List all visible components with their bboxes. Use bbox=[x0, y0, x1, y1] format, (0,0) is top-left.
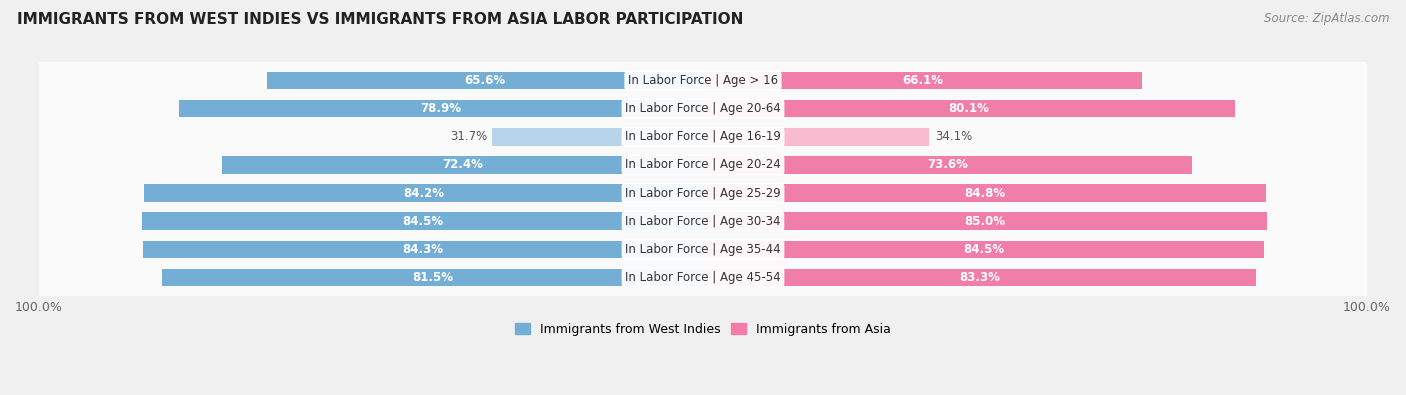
FancyBboxPatch shape bbox=[37, 132, 1369, 198]
Text: In Labor Force | Age 20-24: In Labor Force | Age 20-24 bbox=[626, 158, 780, 171]
Bar bbox=[222, 156, 703, 174]
Text: Source: ZipAtlas.com: Source: ZipAtlas.com bbox=[1264, 12, 1389, 25]
Bar bbox=[492, 128, 703, 146]
Bar bbox=[703, 241, 1264, 258]
Bar bbox=[703, 100, 1234, 117]
Text: 78.9%: 78.9% bbox=[420, 102, 461, 115]
FancyBboxPatch shape bbox=[37, 216, 1369, 283]
FancyBboxPatch shape bbox=[37, 160, 1369, 226]
FancyBboxPatch shape bbox=[37, 188, 1369, 254]
Text: 72.4%: 72.4% bbox=[441, 158, 484, 171]
Bar bbox=[703, 128, 929, 146]
Text: 84.3%: 84.3% bbox=[402, 243, 444, 256]
Text: 84.2%: 84.2% bbox=[404, 186, 444, 199]
FancyBboxPatch shape bbox=[37, 131, 1369, 199]
Text: 83.3%: 83.3% bbox=[959, 271, 1000, 284]
Text: 66.1%: 66.1% bbox=[903, 74, 943, 87]
Text: 80.1%: 80.1% bbox=[949, 102, 990, 115]
FancyBboxPatch shape bbox=[37, 188, 1369, 255]
FancyBboxPatch shape bbox=[37, 75, 1369, 142]
Bar bbox=[703, 184, 1267, 202]
Bar bbox=[703, 72, 1142, 89]
Text: IMMIGRANTS FROM WEST INDIES VS IMMIGRANTS FROM ASIA LABOR PARTICIPATION: IMMIGRANTS FROM WEST INDIES VS IMMIGRANT… bbox=[17, 12, 744, 27]
Text: 31.7%: 31.7% bbox=[450, 130, 488, 143]
Text: 84.5%: 84.5% bbox=[963, 243, 1004, 256]
Text: In Labor Force | Age > 16: In Labor Force | Age > 16 bbox=[628, 74, 778, 87]
FancyBboxPatch shape bbox=[37, 216, 1369, 282]
Bar bbox=[703, 156, 1192, 174]
Text: 84.8%: 84.8% bbox=[965, 186, 1005, 199]
Bar bbox=[162, 269, 703, 286]
FancyBboxPatch shape bbox=[37, 244, 1369, 311]
Text: In Labor Force | Age 45-54: In Labor Force | Age 45-54 bbox=[626, 271, 780, 284]
Text: In Labor Force | Age 35-44: In Labor Force | Age 35-44 bbox=[626, 243, 780, 256]
Legend: Immigrants from West Indies, Immigrants from Asia: Immigrants from West Indies, Immigrants … bbox=[510, 318, 896, 341]
Bar bbox=[703, 213, 1267, 230]
FancyBboxPatch shape bbox=[37, 75, 1369, 143]
FancyBboxPatch shape bbox=[37, 159, 1369, 227]
Text: 73.6%: 73.6% bbox=[927, 158, 967, 171]
Text: In Labor Force | Age 20-64: In Labor Force | Age 20-64 bbox=[626, 102, 780, 115]
Bar bbox=[179, 100, 703, 117]
Bar bbox=[143, 184, 703, 202]
Text: In Labor Force | Age 25-29: In Labor Force | Age 25-29 bbox=[626, 186, 780, 199]
Text: 65.6%: 65.6% bbox=[464, 74, 506, 87]
FancyBboxPatch shape bbox=[37, 47, 1369, 114]
FancyBboxPatch shape bbox=[37, 244, 1369, 310]
FancyBboxPatch shape bbox=[37, 103, 1369, 171]
FancyBboxPatch shape bbox=[37, 104, 1369, 170]
Text: In Labor Force | Age 16-19: In Labor Force | Age 16-19 bbox=[626, 130, 780, 143]
Text: 34.1%: 34.1% bbox=[935, 130, 972, 143]
Text: 85.0%: 85.0% bbox=[965, 214, 1005, 228]
Text: 84.5%: 84.5% bbox=[402, 214, 443, 228]
Bar bbox=[143, 241, 703, 258]
FancyBboxPatch shape bbox=[37, 47, 1369, 115]
Text: 81.5%: 81.5% bbox=[412, 271, 453, 284]
Bar bbox=[703, 269, 1256, 286]
Bar bbox=[267, 72, 703, 89]
Text: In Labor Force | Age 30-34: In Labor Force | Age 30-34 bbox=[626, 214, 780, 228]
Bar bbox=[142, 213, 703, 230]
